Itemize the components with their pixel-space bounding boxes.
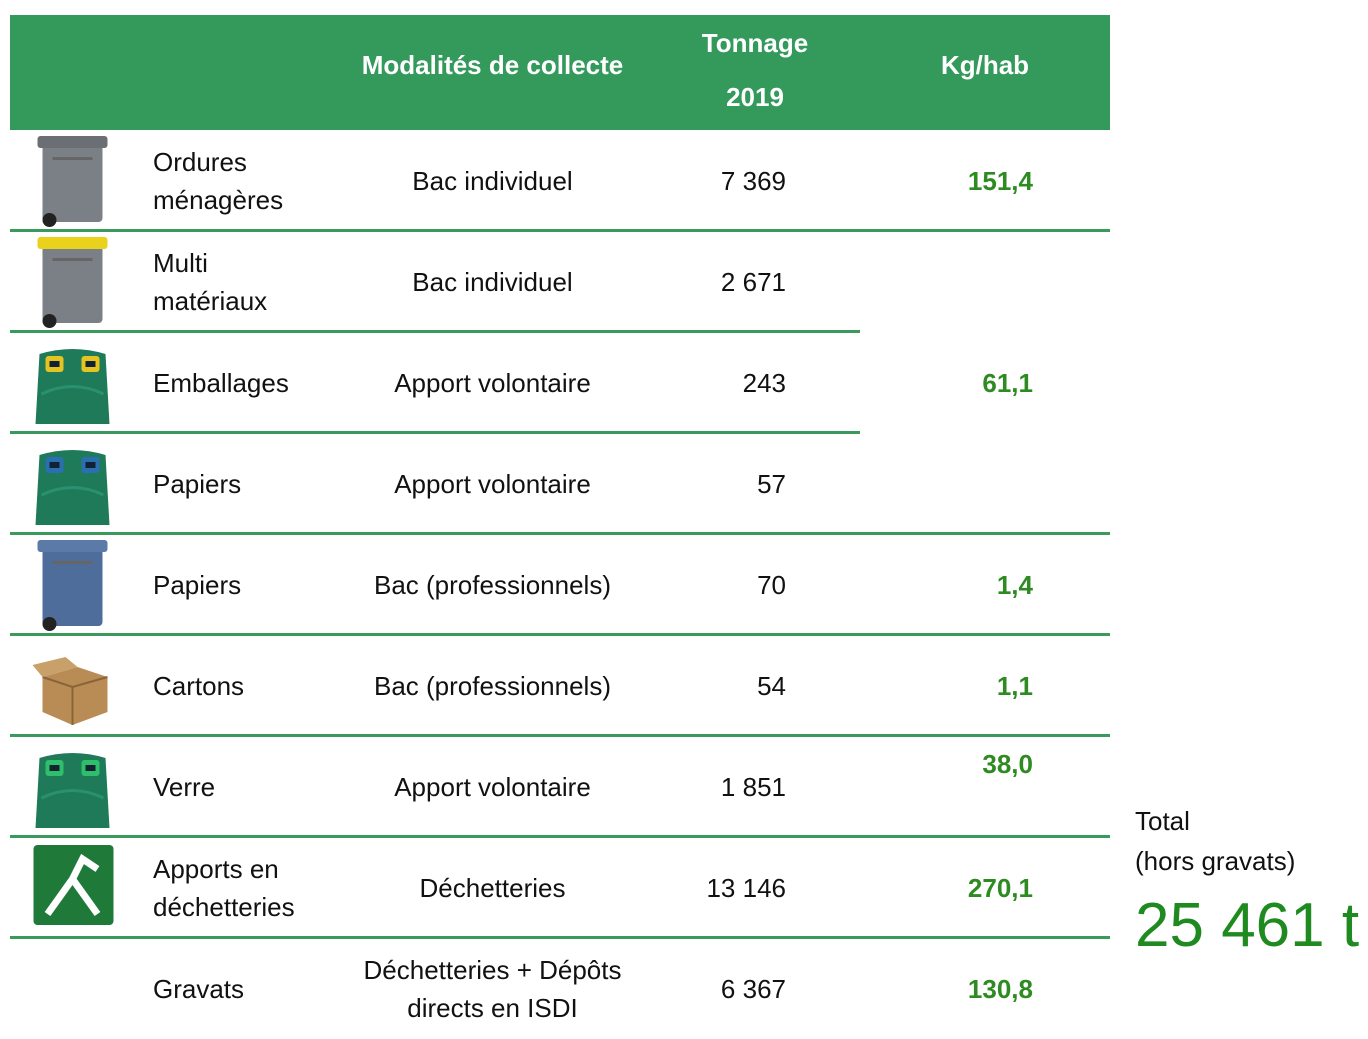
icon xyxy=(33,845,114,925)
icon xyxy=(35,450,110,525)
icon xyxy=(37,237,108,328)
row-tonnage: 70 xyxy=(757,569,786,600)
row-mode: Bac (professionnels) xyxy=(374,569,611,600)
row-icon xyxy=(25,637,120,733)
row-name: Papiers xyxy=(153,468,242,499)
row-tonnage: 7 369 xyxy=(720,165,786,196)
row-mode: Déchetteries xyxy=(419,872,566,903)
row-mode: Déchetteries + Dépôts directs en ISDI xyxy=(363,954,622,1023)
row-tonnage: 13 146 xyxy=(706,872,786,903)
row-name: Verre xyxy=(153,771,216,802)
row-icon xyxy=(25,839,120,935)
header-kg-hab: Kg/hab xyxy=(940,49,1030,80)
row-tonnage: 54 xyxy=(757,670,786,701)
header-modalites: Modalités de collecte xyxy=(361,49,624,80)
row-name: Multi matériaux xyxy=(153,247,268,316)
row-name: Apports en déchetteries xyxy=(153,853,295,922)
row-mode: Bac individuel xyxy=(412,266,573,297)
row-separator xyxy=(10,835,1110,838)
row-kg-hab: 1,4 xyxy=(996,569,1033,600)
row-name: Cartons xyxy=(153,670,245,701)
row-mode: Bac (professionnels) xyxy=(374,670,611,701)
row-separator xyxy=(10,936,1110,939)
row-separator xyxy=(10,431,860,434)
row-kg-hab: 151,4 xyxy=(967,165,1033,196)
row-mode: Apport volontaire xyxy=(394,771,591,802)
row-kg-hab: 130,8 xyxy=(967,973,1033,1004)
icon xyxy=(35,349,110,424)
row-mode: Apport volontaire xyxy=(394,367,591,398)
row-tonnage: 243 xyxy=(742,367,786,398)
row-name: Emballages xyxy=(153,367,289,398)
icon xyxy=(32,657,108,725)
row-name: Gravats xyxy=(153,973,245,1004)
header-band xyxy=(10,15,1110,130)
row-icon xyxy=(25,132,120,228)
row-kg-hab: 1,1 xyxy=(996,670,1033,701)
row-tonnage: 57 xyxy=(757,468,786,499)
row-kg-hab: 270,1 xyxy=(967,872,1033,903)
row-mode: Bac individuel xyxy=(412,165,573,196)
row-separator xyxy=(10,330,860,333)
row-separator xyxy=(10,532,1110,535)
row-mode: Apport volontaire xyxy=(394,468,591,499)
icon xyxy=(35,753,110,828)
row-separator xyxy=(10,229,1110,232)
header-tonnage: Tonnage 2019 xyxy=(701,28,809,112)
row-separator xyxy=(10,633,1110,636)
row-tonnage: 6 367 xyxy=(720,973,786,1004)
row-icon xyxy=(25,738,120,834)
row-name: Ordures ménagères xyxy=(153,146,284,215)
row-icon xyxy=(25,233,120,329)
row-icon xyxy=(25,334,120,430)
total-label: Total xyxy=(1135,806,1190,836)
row-kg-hab: 61,1 xyxy=(982,367,1033,398)
total-note: (hors gravats) xyxy=(1135,846,1296,876)
row-tonnage: 2 671 xyxy=(720,266,786,297)
row-kg-hab: 38,0 xyxy=(982,748,1033,779)
row-icon xyxy=(25,536,120,632)
icon xyxy=(37,540,108,631)
total-value: 25 461 t xyxy=(1135,891,1360,960)
row-icon xyxy=(25,435,120,531)
row-separator xyxy=(10,734,1110,737)
icon xyxy=(37,136,108,227)
row-tonnage: 1 851 xyxy=(720,771,786,802)
row-name: Papiers xyxy=(153,569,242,600)
